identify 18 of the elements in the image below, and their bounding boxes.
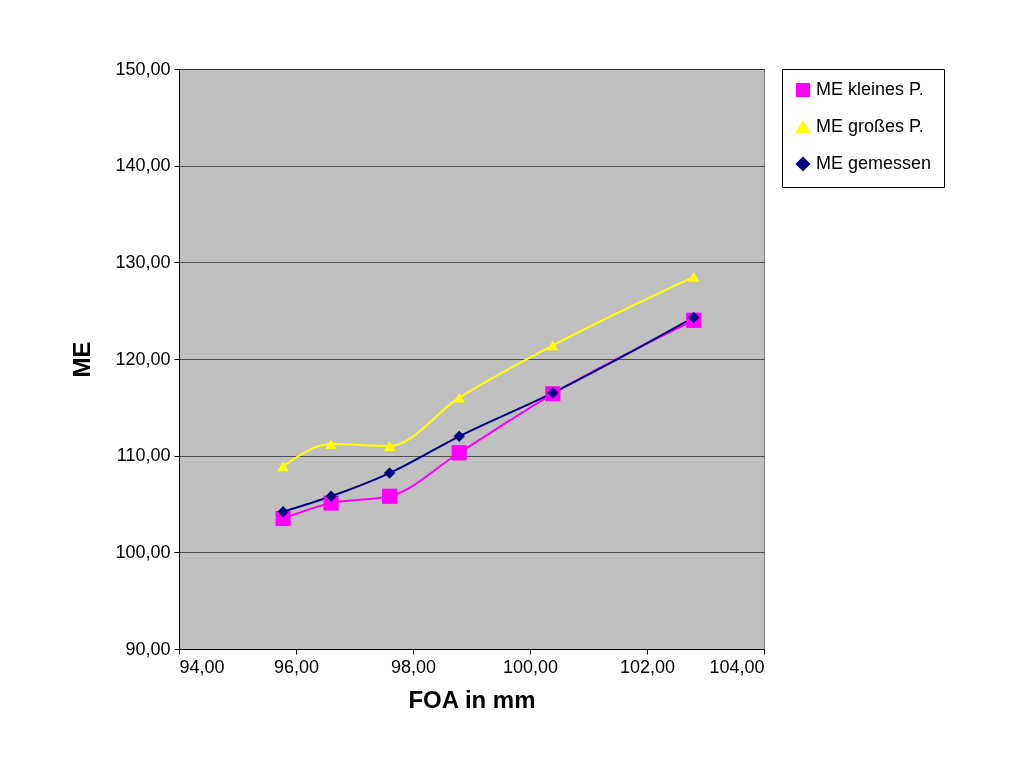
y-axis-title: ME xyxy=(68,341,96,378)
y-tick-label: 130,00 xyxy=(115,251,171,272)
x-tick-label: 96,00 xyxy=(273,656,320,677)
x-tick-label: 104,00 xyxy=(709,656,765,677)
y-tick-label: 120,00 xyxy=(115,348,171,369)
x-axis-title: FOA in mm xyxy=(408,685,536,713)
legend-label: ME gemessen xyxy=(816,153,932,173)
x-tick-label: 100,00 xyxy=(502,656,559,677)
x-tick-label: 98,00 xyxy=(390,656,437,677)
legend-label: ME großes P. xyxy=(816,116,924,136)
y-tick-label: 100,00 xyxy=(115,541,171,562)
y-tick-label: 150,00 xyxy=(115,58,171,79)
x-tick-label: 94,00 xyxy=(179,656,225,677)
x-tick-label: 102,00 xyxy=(619,656,676,677)
y-tick-label: 90,00 xyxy=(125,638,171,659)
y-tick-label: 140,00 xyxy=(115,155,171,176)
y-tick-label: 110,00 xyxy=(116,445,171,466)
legend-label: ME kleines P. xyxy=(816,79,924,99)
